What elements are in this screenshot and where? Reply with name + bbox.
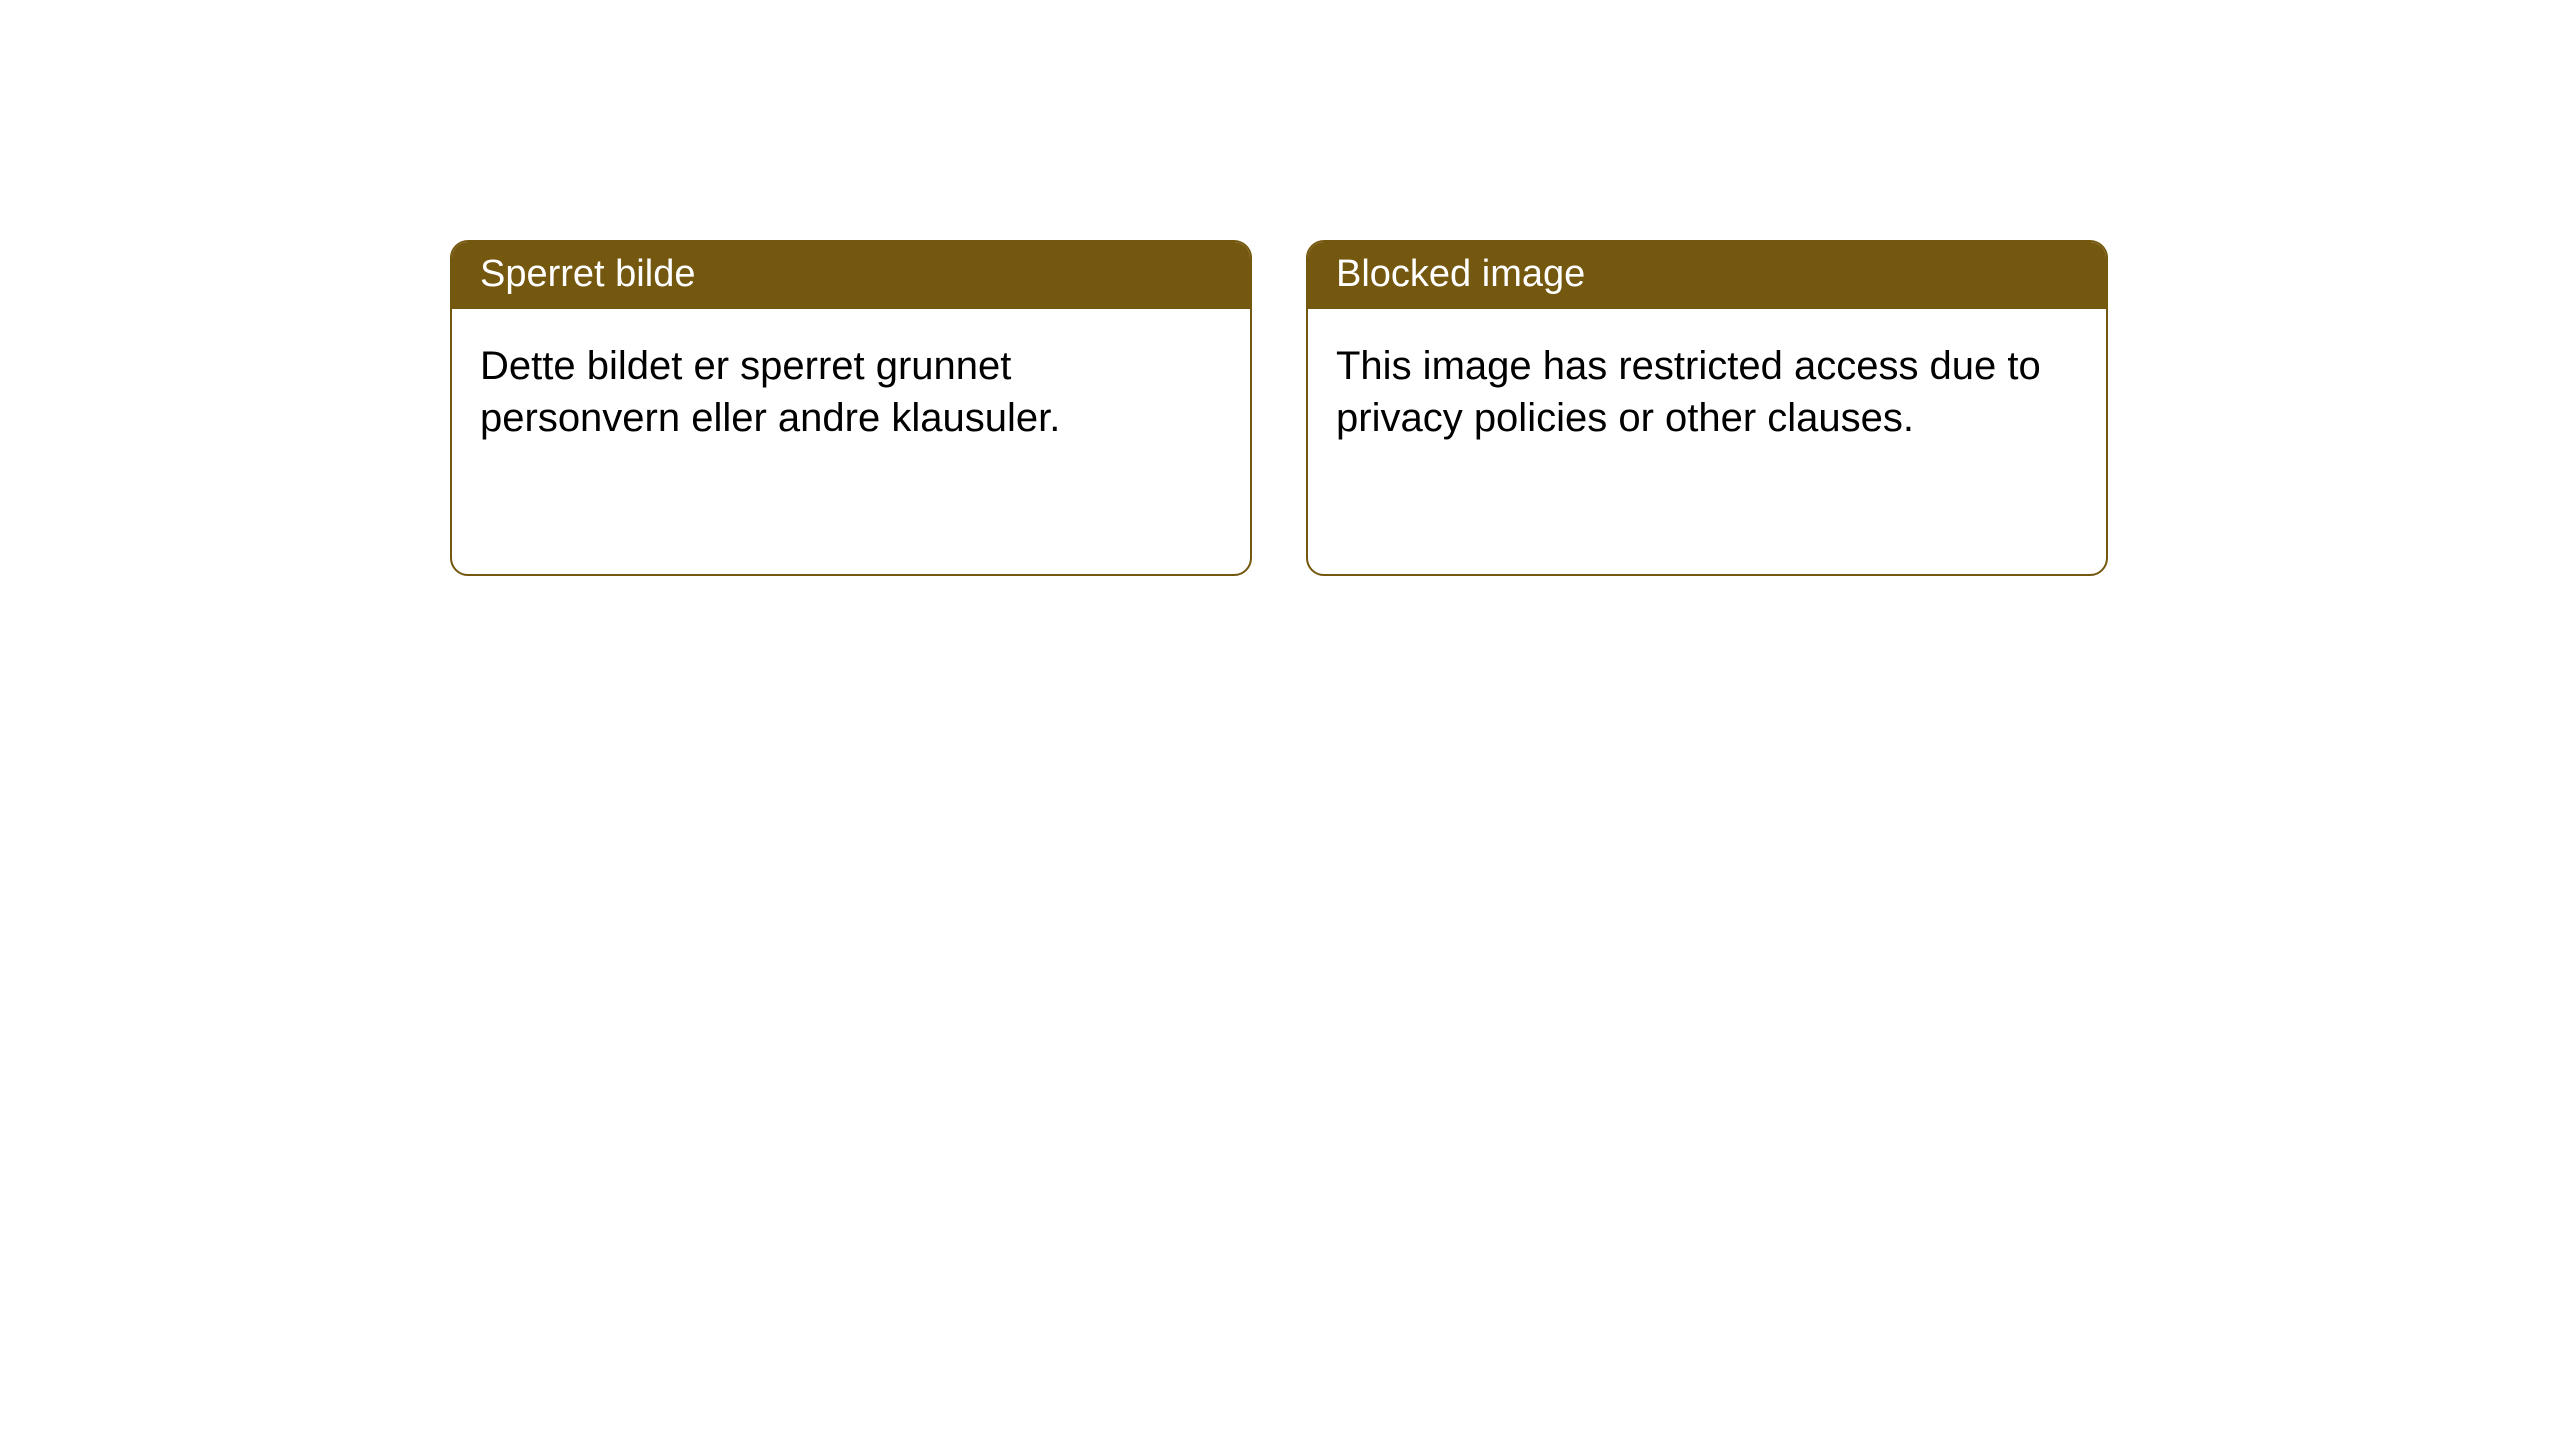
notice-title-english: Blocked image: [1336, 253, 1585, 295]
notice-card-norwegian: Sperret bilde Dette bildet er sperret gr…: [450, 240, 1252, 576]
notice-text-english: This image has restricted access due to …: [1336, 344, 2041, 439]
notice-title-norwegian: Sperret bilde: [480, 253, 695, 295]
notice-body-english: This image has restricted access due to …: [1308, 309, 2106, 475]
notice-header-english: Blocked image: [1308, 242, 2106, 309]
notice-container: Sperret bilde Dette bildet er sperret gr…: [0, 0, 2560, 576]
notice-header-norwegian: Sperret bilde: [452, 242, 1250, 309]
notice-body-norwegian: Dette bildet er sperret grunnet personve…: [452, 309, 1250, 475]
notice-text-norwegian: Dette bildet er sperret grunnet personve…: [480, 344, 1060, 439]
notice-card-english: Blocked image This image has restricted …: [1306, 240, 2108, 576]
